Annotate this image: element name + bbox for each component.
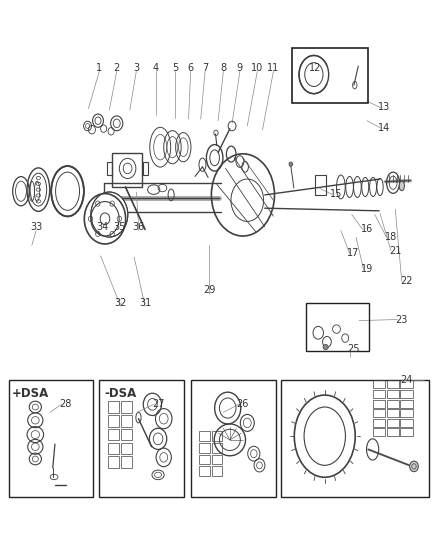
Bar: [121, 429, 132, 440]
Text: 16: 16: [361, 224, 373, 235]
Bar: [373, 419, 385, 426]
Bar: [387, 428, 399, 436]
Text: 23: 23: [396, 314, 408, 325]
Bar: [400, 381, 413, 389]
Text: 8: 8: [220, 63, 226, 72]
Bar: [212, 466, 222, 476]
Text: 13: 13: [378, 102, 391, 112]
Bar: [387, 390, 399, 398]
Bar: [108, 401, 119, 413]
Bar: [108, 456, 119, 468]
Text: 14: 14: [378, 123, 391, 133]
Text: 10: 10: [251, 63, 263, 72]
Ellipse shape: [399, 181, 404, 191]
Bar: [400, 428, 413, 436]
Bar: [387, 381, 399, 389]
Text: 25: 25: [348, 344, 360, 354]
Bar: [315, 175, 325, 195]
Bar: [121, 401, 132, 413]
Text: 9: 9: [237, 63, 243, 72]
Bar: [121, 415, 132, 426]
Bar: [400, 400, 413, 408]
Bar: [373, 409, 385, 417]
Bar: [199, 466, 210, 476]
Text: 21: 21: [389, 246, 402, 256]
Bar: [113, 152, 142, 187]
Bar: [212, 455, 222, 464]
Text: 29: 29: [203, 285, 215, 295]
Bar: [373, 390, 385, 398]
Bar: [212, 431, 222, 441]
Text: 15: 15: [330, 189, 343, 199]
Text: 6: 6: [187, 63, 194, 72]
Text: 26: 26: [237, 399, 249, 409]
Bar: [400, 390, 413, 398]
Text: 33: 33: [30, 222, 42, 232]
Text: 12: 12: [308, 63, 321, 72]
Text: 34: 34: [96, 222, 109, 232]
Text: 36: 36: [133, 222, 145, 232]
Ellipse shape: [299, 55, 328, 94]
Bar: [373, 428, 385, 436]
Bar: [292, 47, 368, 103]
Bar: [199, 443, 210, 453]
Bar: [199, 455, 210, 464]
Bar: [121, 442, 132, 454]
Text: 11: 11: [267, 63, 279, 72]
Text: 2: 2: [113, 63, 120, 72]
Text: 28: 28: [60, 399, 72, 409]
Bar: [373, 400, 385, 408]
Ellipse shape: [323, 344, 328, 350]
Bar: [199, 431, 210, 441]
Bar: [387, 419, 399, 426]
Bar: [400, 409, 413, 417]
Text: 17: 17: [347, 248, 359, 259]
Text: 24: 24: [400, 375, 412, 385]
Bar: [107, 161, 113, 175]
Text: 19: 19: [361, 264, 373, 274]
Bar: [387, 400, 399, 408]
Bar: [281, 381, 429, 497]
Bar: [99, 381, 184, 497]
Bar: [143, 161, 148, 175]
Bar: [191, 381, 276, 497]
Bar: [373, 381, 385, 389]
Text: 32: 32: [114, 297, 127, 308]
Text: +DSA: +DSA: [11, 387, 49, 400]
Bar: [108, 429, 119, 440]
Text: 27: 27: [152, 399, 164, 409]
Bar: [9, 381, 93, 497]
Text: 7: 7: [202, 63, 208, 72]
Text: 4: 4: [153, 63, 159, 72]
Ellipse shape: [91, 192, 128, 237]
Bar: [108, 415, 119, 426]
Text: 31: 31: [139, 297, 151, 308]
Bar: [212, 443, 222, 453]
Bar: [400, 419, 413, 426]
Bar: [108, 442, 119, 454]
Bar: [387, 409, 399, 417]
Text: 5: 5: [172, 63, 179, 72]
Text: 1: 1: [96, 63, 102, 72]
Ellipse shape: [51, 166, 84, 216]
Text: -DSA: -DSA: [104, 387, 136, 400]
Text: 22: 22: [400, 276, 413, 286]
Text: 35: 35: [113, 222, 126, 232]
Ellipse shape: [289, 162, 293, 166]
Text: 18: 18: [385, 232, 397, 243]
Bar: [121, 456, 132, 468]
Bar: [306, 303, 369, 351]
Text: 3: 3: [133, 63, 139, 72]
Ellipse shape: [410, 461, 418, 472]
